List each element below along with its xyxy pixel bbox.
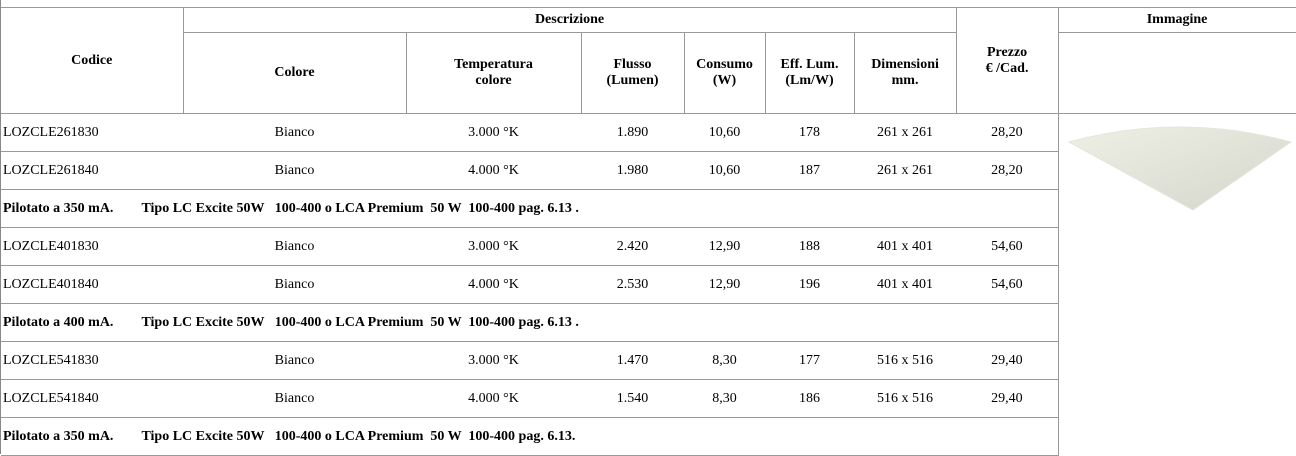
cell: 1.890 bbox=[581, 113, 684, 152]
note-row: Pilotato a 350 mA. Tipo LC Excite 50W 100… bbox=[1, 189, 1059, 228]
cell: 10,60 bbox=[684, 113, 765, 152]
note-type: Tipo LC Excite 50W 100-400 o LCA Premium… bbox=[141, 428, 576, 444]
table-row: Pilotato a 350 mA. Tipo LC Excite 50W 100… bbox=[1, 417, 1296, 456]
cell: 261 x 261 bbox=[854, 151, 957, 190]
image-header-space bbox=[1057, 32, 1296, 114]
cell: 8,30 bbox=[684, 341, 765, 380]
cell: 4.000 °K bbox=[406, 265, 581, 304]
cell: 12,90 bbox=[684, 227, 765, 266]
column-header: Colore bbox=[182, 32, 407, 114]
cell: 401 x 401 bbox=[854, 227, 957, 266]
cell: 1.980 bbox=[581, 151, 684, 190]
product-code: LOZCLE261840 bbox=[1, 151, 183, 190]
product-code: LOZCLE541840 bbox=[1, 379, 183, 418]
table-row: LOZCLE261840 Bianco 4.000 °K 1.980 10,60 187 2… bbox=[1, 151, 1296, 190]
cell: 1.540 bbox=[581, 379, 684, 418]
panel-shape bbox=[1067, 126, 1292, 211]
table-row: LOZCLE541830 Bianco 3.000 °K 1.470 8,30 177 51… bbox=[1, 341, 1296, 380]
cell: 178 bbox=[765, 113, 854, 152]
cell: 1.470 bbox=[581, 341, 684, 380]
table-row: Pilotato a 400 mA. Tipo LC Excite 50W 100… bbox=[1, 303, 1296, 342]
note-row: Pilotato a 350 mA. Tipo LC Excite 50W 100… bbox=[1, 417, 1059, 456]
cell: 196 bbox=[765, 265, 854, 304]
cell: 28,20 bbox=[956, 151, 1059, 190]
cell: Bianco bbox=[183, 227, 406, 266]
table-row: LOZCLE541840 Bianco 4.000 °K 1.540 8,30 186 51… bbox=[1, 379, 1296, 418]
note-driver: Pilotato a 350 mA. bbox=[3, 200, 114, 216]
note-row: Pilotato a 400 mA. Tipo LC Excite 50W 100… bbox=[1, 303, 1059, 342]
cell: Bianco bbox=[183, 379, 406, 418]
cell: 401 x 401 bbox=[854, 265, 957, 304]
column-header: Temperatura colore bbox=[405, 32, 582, 114]
table-row: LOZCLE401830 Bianco 3.000 °K 2.420 12,90 188 4… bbox=[1, 227, 1296, 266]
cell: 177 bbox=[765, 341, 854, 380]
cell: 261 x 261 bbox=[854, 113, 957, 152]
header-codice: Codice bbox=[1, 7, 184, 114]
table-row: LOZCLE261830 Bianco 3.000 °K 1.890 10,60 178 2… bbox=[1, 113, 1296, 456]
cell: Bianco bbox=[183, 113, 406, 152]
cell: 3.000 °K bbox=[406, 341, 581, 380]
product-code: LOZCLE541830 bbox=[1, 341, 183, 380]
cell: 54,60 bbox=[956, 227, 1059, 266]
cell: 8,30 bbox=[684, 379, 765, 418]
cell: 4.000 °K bbox=[406, 151, 581, 190]
note-driver: Pilotato a 400 mA. bbox=[3, 314, 114, 330]
cell: 187 bbox=[765, 151, 854, 190]
cell: 3.000 °K bbox=[406, 227, 581, 266]
cell: 28,20 bbox=[956, 113, 1059, 152]
cell: 3.000 °K bbox=[406, 113, 581, 152]
column-header: Dimensioni mm. bbox=[853, 32, 957, 114]
cell: 188 bbox=[765, 227, 854, 266]
cell: 186 bbox=[765, 379, 854, 418]
cell: 12,90 bbox=[684, 265, 765, 304]
product-code: LOZCLE401830 bbox=[1, 227, 183, 266]
note-type: Tipo LC Excite 50W 100-400 o LCA Premium… bbox=[141, 314, 579, 330]
image-cell bbox=[1057, 113, 1296, 456]
column-header: Eff. Lum. (Lm/W) bbox=[764, 32, 855, 114]
cell: 516 x 516 bbox=[854, 379, 957, 418]
cell: Bianco bbox=[183, 151, 406, 190]
table-row: Pilotato a 350 mA. Tipo LC Excite 50W 100… bbox=[1, 189, 1296, 228]
cell: 516 x 516 bbox=[854, 341, 957, 380]
column-header: Flusso (Lumen) bbox=[580, 32, 685, 114]
product-code: LOZCLE261830 bbox=[1, 113, 183, 152]
cell: 29,40 bbox=[956, 379, 1059, 418]
cell: Bianco bbox=[183, 265, 406, 304]
cell: 54,60 bbox=[956, 265, 1059, 304]
cell: 10,60 bbox=[684, 151, 765, 190]
cell: 2.420 bbox=[581, 227, 684, 266]
product-image bbox=[1067, 126, 1292, 211]
note-type: Tipo LC Excite 50W 100-400 o LCA Premium… bbox=[141, 200, 579, 216]
header-prezzo: Prezzo € /Cad. bbox=[955, 7, 1059, 114]
product-code: LOZCLE401840 bbox=[1, 265, 183, 304]
cell: 2.530 bbox=[581, 265, 684, 304]
product-table: Codice Descrizione Prezzo € /Cad. Immagi… bbox=[1, 7, 1296, 456]
header-descrizione: Descrizione bbox=[182, 7, 957, 33]
cell: Bianco bbox=[183, 341, 406, 380]
cell: 4.000 °K bbox=[406, 379, 581, 418]
column-header: Consumo (W) bbox=[683, 32, 766, 114]
note-driver: Pilotato a 350 mA. bbox=[3, 428, 114, 444]
header-immagine: Immagine bbox=[1057, 7, 1296, 33]
cell: 29,40 bbox=[956, 341, 1059, 380]
table-row: LOZCLE401840 Bianco 4.000 °K 2.530 12,90 196 4… bbox=[1, 265, 1296, 304]
